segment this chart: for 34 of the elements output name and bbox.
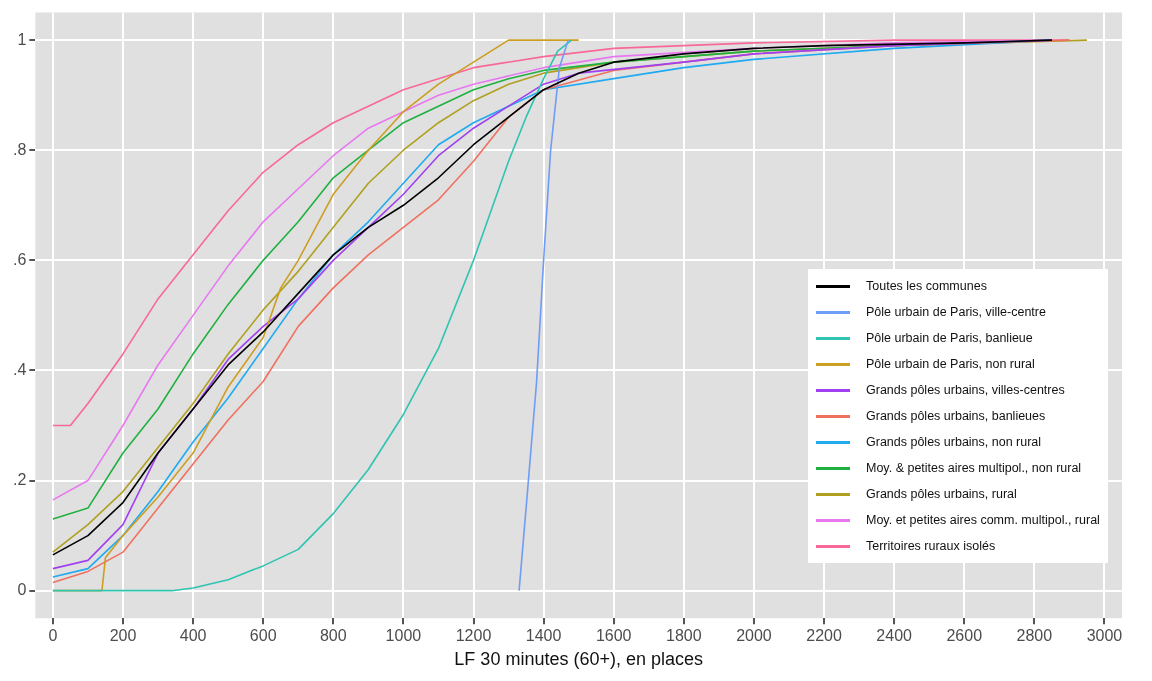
y-tick-label: 0	[17, 581, 27, 599]
y-tick-label: .4	[13, 360, 27, 378]
x-tick-label: 1800	[666, 627, 702, 645]
legend-label: Territoires ruraux isolés	[866, 539, 996, 554]
y-tick-label: 1	[17, 30, 27, 48]
x-tick-label: 1200	[455, 627, 492, 645]
x-tick-label: 2800	[1016, 627, 1053, 645]
legend-label: Toutes les communes	[866, 279, 987, 294]
x-tick-label: 800	[319, 627, 347, 645]
y-tick-label: .8	[13, 140, 27, 158]
legend-label: Pôle urbain de Paris, banlieue	[866, 331, 1033, 346]
x-tick-label: 400	[179, 627, 207, 645]
legend-label: Grands pôles urbains, rural	[866, 487, 1017, 502]
legend-label: Pôle urbain de Paris, ville-centre	[866, 305, 1046, 320]
x-tick-label: 3000	[1086, 627, 1123, 645]
x-tick-label: 0	[48, 627, 58, 645]
legend-label: Grands pôles urbains, banlieues	[866, 409, 1046, 424]
y-tick-label: .2	[13, 470, 27, 488]
y-tick-label: .6	[13, 250, 27, 268]
x-tick-label: 2200	[806, 627, 842, 645]
legend-label: Grands pôles urbains, villes-centres	[866, 383, 1065, 398]
x-tick-label: 2600	[946, 627, 983, 645]
legend-label: Pôle urbain de Paris, non rural	[866, 357, 1035, 372]
x-tick-label: 1600	[595, 627, 632, 645]
x-tick-label: 2400	[876, 627, 913, 645]
legend-label: Grands pôles urbains, non rural	[866, 435, 1042, 450]
legend-label: Moy. et petites aires comm. multipol., rural	[866, 513, 1100, 528]
x-tick-label: 600	[249, 627, 277, 645]
legend-label: Moy. & petites aires multipol., non rural	[866, 461, 1082, 476]
x-axis-title: LF 30 minutes (60+), en places	[454, 649, 703, 670]
x-tick-label: 1000	[385, 627, 422, 645]
x-tick-label: 1400	[525, 627, 562, 645]
x-tick-label: 2000	[736, 627, 772, 645]
x-tick-label: 200	[109, 627, 137, 645]
